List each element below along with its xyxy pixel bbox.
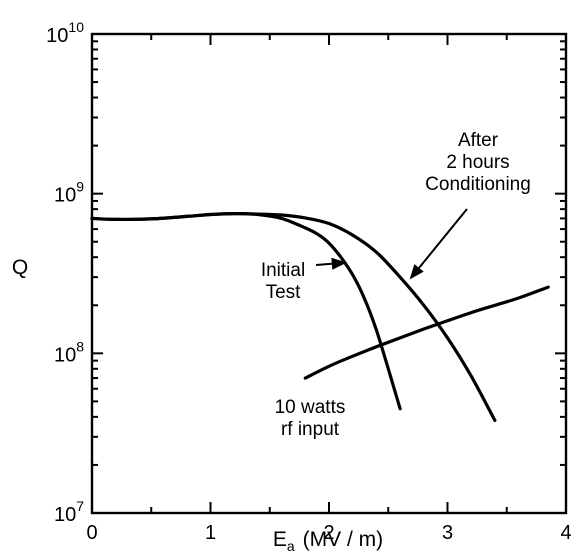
annotation-10-watts-rf-input-line: 10 watts: [275, 397, 346, 418]
y-tick-label-base: 10: [54, 344, 76, 366]
annotation-after-conditioning-line: Conditioning: [425, 174, 531, 195]
annotation-initial-test: Initial Test: [261, 260, 305, 303]
annotation-initial-test-arrow-head: [331, 257, 347, 270]
y-tick-label-exponent: 9: [76, 179, 84, 195]
annotation-10-watts-rf-input: 10 watts rf input: [275, 397, 346, 440]
x-axis-title-main: E: [273, 528, 287, 551]
y-tick-label-exponent: 7: [76, 498, 84, 514]
y-tick-label-exponent: 10: [68, 19, 84, 35]
plot-frame: [90, 32, 568, 515]
x-tick-label: 4: [560, 522, 571, 544]
x-tick-label: 2: [323, 522, 334, 544]
x-tick-label: 0: [86, 522, 97, 544]
y-tick-label-base: 10: [46, 25, 68, 47]
y-tick-label-base: 10: [54, 504, 76, 526]
series-initial-test-line: [90, 212, 402, 411]
series-10-watts-rf-input-line: [303, 285, 550, 380]
y-tick-label: 1010: [46, 19, 84, 47]
plot-frame-layer: [90, 32, 568, 515]
annotation-after-conditioning-arrow-shaft: [418, 208, 468, 269]
annotation-after-conditioning-arrow-head: [409, 264, 424, 280]
x-axis-title-unit: (MV / m): [303, 528, 383, 551]
y-tick-label: 109: [54, 179, 84, 207]
x-axis-title-subscript: a: [287, 538, 295, 552]
annotation-10-watts-rf-input-line: rf input: [281, 419, 340, 440]
y-axis-title: Q: [12, 256, 28, 279]
x-axis-title: Ea (MV / m): [273, 528, 383, 552]
y-tick-label-base: 10: [54, 185, 76, 207]
x-tick-label: 3: [442, 522, 453, 544]
annotation-initial-test-line: Test: [266, 282, 302, 303]
annotation-after-conditioning: After 2 hours Conditioning: [425, 130, 531, 195]
annotation-layer: After 2 hours Conditioning Initial Test 10 wa…: [261, 130, 531, 440]
annotation-after-conditioning-line: After: [458, 130, 499, 151]
series-layer: [90, 211, 550, 422]
x-tick-label-layer: 0 1 2 3 4: [86, 522, 571, 544]
y-tick-label: 107: [54, 498, 84, 526]
annotation-initial-test-line: Initial: [261, 260, 305, 281]
annotation-initial-test-arrow-shaft: [315, 262, 332, 266]
annotation-after-conditioning-line: 2 hours: [446, 152, 509, 173]
series-after-conditioning-line: [90, 211, 497, 422]
y-tick-label-exponent: 8: [76, 338, 84, 354]
y-tick-label: 108: [54, 338, 84, 366]
x-tick-label: 1: [205, 522, 216, 544]
tick-layer: [91, 33, 567, 514]
